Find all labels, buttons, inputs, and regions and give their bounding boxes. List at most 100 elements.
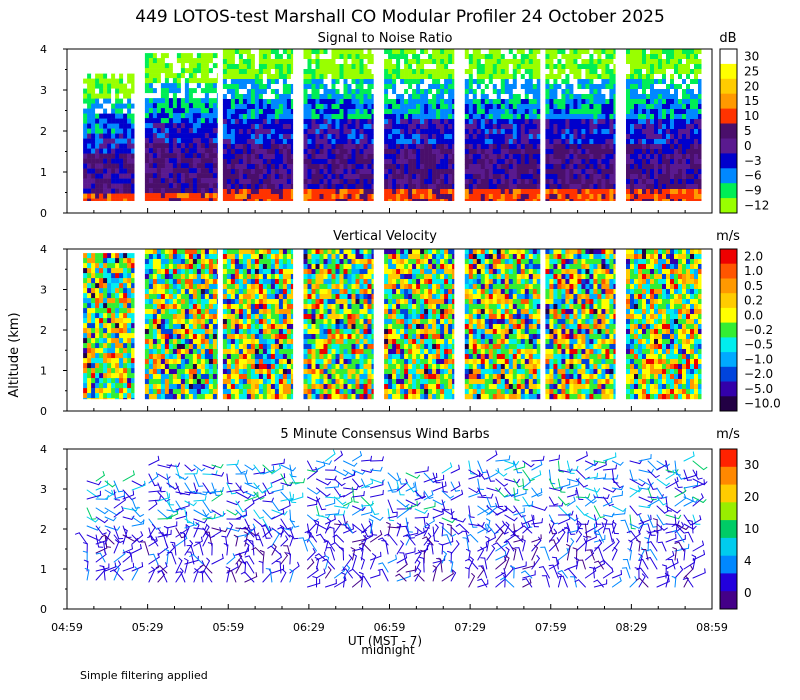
colorbar-label: −12 [744,199,769,213]
wind-barb-group-3 [298,449,385,588]
colorbar-swatch [720,307,737,323]
colorbar-label: 5 [744,124,752,138]
colorbar-frame [719,48,738,214]
y-tick-label: 2 [40,523,47,536]
x-axis-label: UT (MST - 7) [348,634,422,648]
colorbar-label: −9 [744,184,762,198]
x-tick-label: 05:59 [212,621,244,634]
y-tick-label: 0 [40,603,47,616]
snr-segment-2 [222,49,294,201]
colorbar-swatch [720,93,737,109]
wind-barbs [75,449,708,588]
snr-segment-4 [384,49,455,201]
colorbar-swatch [720,396,737,412]
colorbar-swatch [720,381,737,397]
colorbar-swatch [720,108,737,124]
colorbar-label: 2.0 [744,249,763,263]
snr-x-axis [66,208,713,213]
y-tick-label: 0 [40,207,47,220]
colorbar-label: 30 [744,458,759,472]
vv-segment-0 [83,253,135,400]
wind-barb-group-7 [620,451,708,588]
snr-heatmap [83,49,702,201]
y-axis-label: Altitude (km) [7,312,22,397]
wind-barb-group-1 [140,455,228,583]
colorbar-label: 1.0 [744,264,763,278]
colorbar-label: −6 [744,169,762,183]
x-tick-label: 08:29 [616,621,648,634]
x-tick-label: 05:29 [132,621,164,634]
colorbar-label: 4 [744,554,752,568]
footnote: Simple filtering applied [80,669,208,682]
wind-barb-group-6 [538,451,627,588]
colorbar-swatch [720,352,737,368]
vv-x-axis [66,406,713,411]
colorbar-swatch [720,555,737,574]
vv-unit-label: m/s [716,229,740,244]
colorbar-swatch [720,366,737,382]
colorbar-swatch [720,249,737,265]
colorbar-swatch [720,502,737,521]
midnight-note: midnight [361,643,415,657]
colorbar-label: 20 [744,490,759,504]
colorbar-label: −10.0 [744,397,781,411]
colorbar-swatch [720,263,737,279]
colorbar-swatch [720,466,737,485]
y-tick-label: 3 [40,84,47,97]
colorbar-swatch [720,138,737,154]
y-tick-label: 4 [40,243,47,256]
colorbar-swatch [720,293,737,309]
colorbar-swatch [720,337,737,353]
snr-segment-1 [144,53,218,201]
colorbar-label: −2.0 [744,367,773,381]
vv-segment-7 [626,249,702,400]
wind-barb-group-0 [75,470,146,581]
wind-barb-group-2 [221,458,306,583]
snr-segment-6 [545,49,616,201]
y-tick-label: 0 [40,405,47,418]
wind-barb-group-5 [455,450,548,588]
colorbar-frame [719,448,738,610]
colorbar-swatch [720,168,737,184]
snr-unit-label: dB [719,31,736,46]
vv-colorbar: 2.01.00.50.20.0−0.2−0.5−1.0−2.0−5.0−10.0 [719,248,781,412]
time-axis-labels: 04:59 05:29 05:59 06:29 06:59 07:29 07:59 08:29… [51,621,728,634]
vertical-velocity-panel: Vertical Velocity 0 1 2 3 4 m/s 2.01.00.50.2… [40,229,781,418]
vv-panel-title: Vertical Velocity [333,229,437,244]
colorbar-swatch [720,520,737,539]
colorbar-swatch [720,591,737,610]
colorbar-swatch [720,63,737,80]
colorbar-swatch [720,153,737,169]
snr-segment-0 [83,73,135,201]
colorbar-label: 10 [744,522,759,536]
snr-panel-title: Signal to Noise Ratio [318,31,453,46]
vv-y-axis: 0 1 2 3 4 [40,243,67,418]
snr-segment-3 [303,49,374,201]
colorbar-label: 0 [744,139,752,153]
y-tick-label: 1 [40,563,47,576]
wind-barb-group-4 [377,462,466,582]
colorbar-swatch [720,573,737,592]
figure-title: 449 LOTOS-test Marshall CO Modular Profi… [135,7,665,27]
colorbar-label: −3 [744,154,762,168]
colorbar-label: 25 [744,64,759,78]
vv-segment-4 [384,249,455,400]
x-tick-label: 07:29 [454,621,486,634]
colorbar-swatch [720,49,737,65]
y-tick-label: 2 [40,125,47,138]
wind-unit-label: m/s [716,427,740,442]
snr-segment-7 [626,49,702,201]
colorbar-swatch [720,183,737,199]
snr-y-axis: 0 1 2 3 4 [40,43,67,220]
colorbar-label: 10 [744,109,759,123]
colorbar-swatch [720,78,737,95]
wind-y-axis: 0 1 2 3 4 [40,443,67,616]
colorbar-label: −1.0 [744,353,773,367]
colorbar-swatch [720,537,737,557]
wind-colorbar: 30 20 10 4 0 [719,448,759,610]
colorbar-label: 0.0 [744,308,763,322]
y-tick-label: 4 [40,443,47,456]
wind-panel-title: 5 Minute Consensus Wind Barbs [280,427,489,442]
